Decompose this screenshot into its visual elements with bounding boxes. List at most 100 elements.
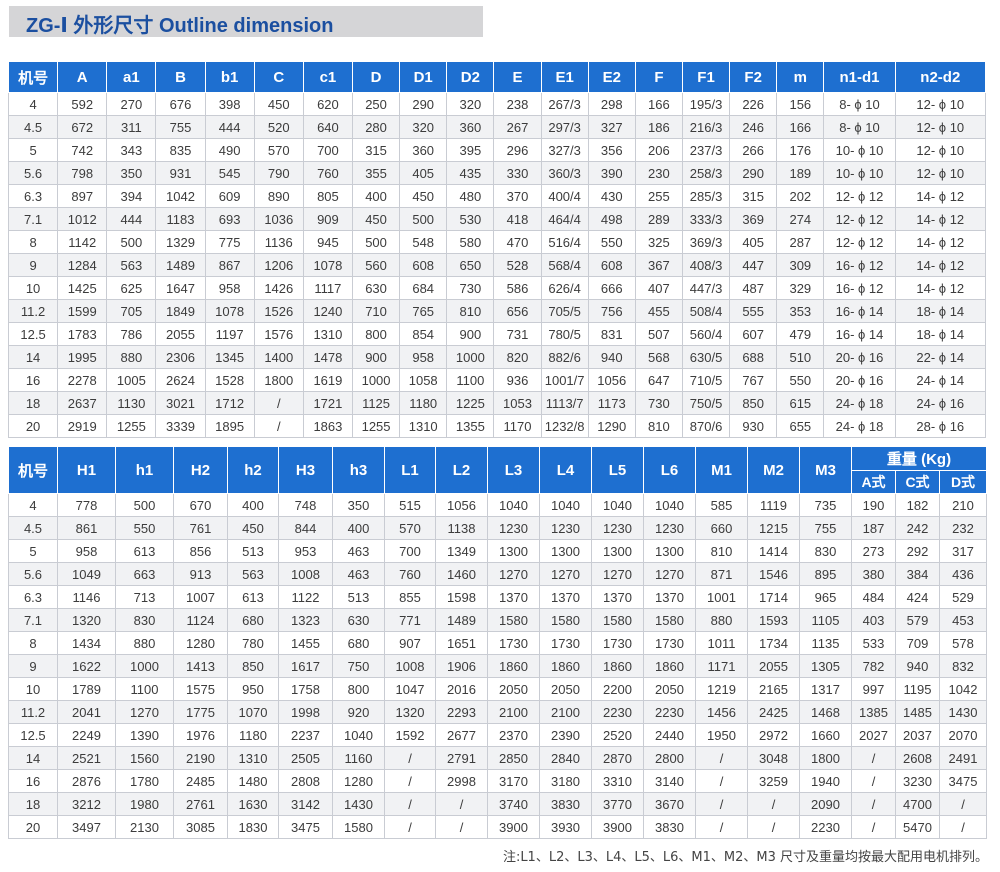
table-cell: 20- ϕ 16 [823, 345, 896, 369]
table-cell: 5.6 [7, 161, 59, 185]
table-cell: / [695, 769, 748, 793]
table-cell: 555 [729, 299, 778, 323]
table-cell: 1001/7 [540, 368, 589, 392]
column-header: H2 [173, 446, 228, 494]
table-cell: 2249 [57, 723, 116, 747]
table-cell: 464/4 [540, 207, 589, 231]
column-header: F1 [681, 61, 731, 93]
outline-dimension-table-2: 机号 H1 h1 H2 h2 H3 h3 L1 L2 L3 L4 L5 L6 M1 M2 M3 重量 (Kg) … [8, 446, 987, 839]
table-cell: 1000 [351, 368, 401, 392]
table-cell: 369 [729, 207, 778, 231]
table-cell: 12- ϕ 10 [894, 92, 987, 116]
table-cell: 280 [351, 115, 401, 139]
table-cell: 1980 [115, 792, 174, 816]
table-cell: 2425 [747, 700, 800, 724]
table-cell: / [435, 815, 488, 839]
table-cell: 380 [851, 562, 896, 586]
table-cell: 16- ϕ 12 [823, 276, 896, 300]
table-cell: 11.2 [8, 700, 58, 724]
table-cell: / [695, 792, 748, 816]
table-cell: 2027 [851, 723, 896, 747]
table-row: 8 1142 500 1329 775 1136 945 500 548 580 470 516/4 5… [7, 230, 987, 254]
table-cell: 856 [173, 539, 228, 563]
table-cell: 1300 [591, 539, 644, 563]
column-header: L4 [539, 446, 592, 494]
table-cell: 871 [695, 562, 748, 586]
table-cell: 447/3 [681, 276, 731, 300]
column-header: n2-d2 [894, 61, 987, 93]
table-cell: 1049 [57, 562, 116, 586]
table-cell: 731 [493, 322, 542, 346]
table-cell: / [384, 746, 436, 770]
table-cell: 666 [587, 276, 636, 300]
table-cell: 748 [278, 493, 333, 517]
table-cell: 1370 [643, 585, 696, 609]
table-cell: 490 [204, 138, 255, 162]
table-cell: 480 [446, 184, 495, 208]
table-cell: 4.5 [8, 516, 58, 540]
table-cell: 317 [939, 539, 987, 563]
title-bar: ZG-Ⅰ 外形尺寸 Outline dimension [9, 6, 483, 37]
table-cell: 1660 [799, 723, 852, 747]
table-row: 10 1789 1100 1575 950 1758 800 1047 2016 2050 2050… [8, 677, 987, 701]
table-cell: 1173 [587, 391, 636, 415]
table-cell: 1170 [493, 414, 542, 438]
table-cell: 16 [8, 769, 58, 793]
table-cell: 3021 [155, 391, 206, 415]
table-cell: 805 [302, 184, 353, 208]
table-cell: 936 [493, 368, 542, 392]
table-cell: 350 [332, 493, 385, 517]
table-cell: 187 [851, 516, 896, 540]
table-cell: 1860 [643, 654, 696, 678]
table-cell: 176 [776, 138, 825, 162]
table-cell: 12- ϕ 10 [894, 161, 987, 185]
table-cell: 767 [729, 368, 778, 392]
table-cell: 1950 [695, 723, 748, 747]
table-cell: 613 [227, 585, 279, 609]
weight-subheader: D式 [939, 469, 987, 494]
table-cell: 3212 [57, 792, 116, 816]
table-cell: 230 [634, 161, 683, 185]
column-header: D2 [446, 61, 495, 93]
table-cell: 24- ϕ 18 [823, 391, 896, 415]
table-cell: 270 [106, 92, 157, 116]
table-cell: 1426 [253, 276, 304, 300]
table-cell: 1180 [399, 391, 448, 415]
table-cell: 548 [399, 230, 448, 254]
table-cell: 2440 [643, 723, 696, 747]
table-cell: 405 [399, 161, 448, 185]
table-cell: 550 [587, 230, 636, 254]
table-cell: 1456 [695, 700, 748, 724]
table-cell: 1135 [799, 631, 852, 655]
table-cell: 3740 [487, 792, 540, 816]
table-cell: 384 [895, 562, 940, 586]
table-cell: 3259 [747, 769, 800, 793]
table-cell: 166 [776, 115, 825, 139]
table-cell: 515 [384, 493, 436, 517]
table-cell: 500 [399, 207, 448, 231]
table-row: 9 1284 563 1489 867 1206 1078 560 608 650 528 568/4… [7, 253, 987, 277]
table-cell: 529 [939, 585, 987, 609]
table-cell: 18- ϕ 14 [894, 299, 987, 323]
table-cell: 1040 [539, 493, 592, 517]
table-cell: 1215 [747, 516, 800, 540]
table-cell: 2050 [487, 677, 540, 701]
table-cell: 4 [8, 493, 58, 517]
table-cell: 563 [106, 253, 157, 277]
table-cell: 1280 [173, 631, 228, 655]
table-cell: 1619 [302, 368, 353, 392]
table-cell: 315 [729, 184, 778, 208]
table-row: 11.2 1599 705 1849 1078 1526 1240 710 765 810 656 7… [7, 299, 987, 323]
table-cell: 3670 [643, 792, 696, 816]
table-row: 12.5 2249 1390 1976 1180 2237 1040 1592 2677 2370… [8, 723, 987, 747]
table-cell: 2200 [591, 677, 644, 701]
table-cell: 325 [634, 230, 683, 254]
table-cell: 1011 [695, 631, 748, 655]
table-cell: / [851, 792, 896, 816]
table-cell: 709 [895, 631, 940, 655]
column-header: D1 [399, 61, 448, 93]
table-cell: 513 [332, 585, 385, 609]
table-cell: 1940 [799, 769, 852, 793]
table-cell: 778 [57, 493, 116, 517]
table-cell: 210 [939, 493, 987, 517]
